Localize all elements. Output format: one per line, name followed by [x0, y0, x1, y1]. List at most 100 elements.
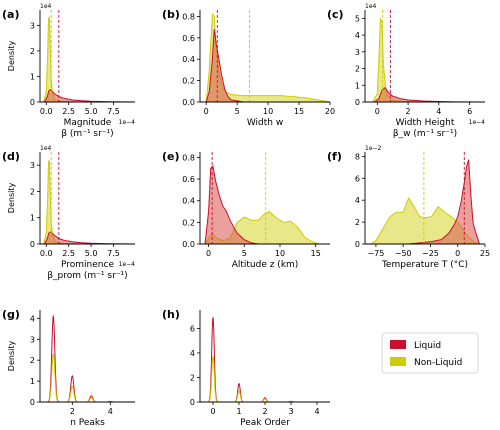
x-tick-label: 2 [70, 407, 75, 416]
nonliquid-density-fill [43, 16, 83, 102]
x-tick-label: 7.5 [107, 107, 120, 116]
nonliquid-density-line [200, 354, 330, 402]
x-tick-label: 5.0 [85, 249, 98, 258]
x-axis-multiplier: 1e−4 [119, 261, 136, 268]
x-tick-label: 7.5 [107, 249, 120, 258]
y-tick-label: 4 [355, 196, 360, 205]
x-tick-label: 0 [206, 249, 211, 258]
x-tick-label: 1 [236, 407, 241, 416]
x-tick-label: 0.0 [40, 107, 53, 116]
x-tick-label: 4 [314, 407, 319, 416]
y-tick-label: 0.6 [182, 175, 195, 184]
plot-area [372, 10, 485, 102]
x-tick-label: 15 [294, 107, 304, 116]
x-axis-multiplier: 1e−4 [119, 119, 136, 126]
x-tick-label: 0 [204, 107, 209, 116]
panel-f: −75 −50 −25 0 25 0 2 4 6 8 1e−2 Temperature T (°C) (… [327, 145, 490, 270]
x-tick-label: −50 [395, 249, 412, 258]
x-axis-multiplier: 1e−4 [469, 119, 486, 126]
y-tick-label: 0 [30, 240, 35, 249]
y-tick-label: 0 [355, 240, 360, 249]
y-tick-label: 0.0 [182, 240, 195, 249]
x-tick-label: 5.0 [85, 107, 98, 116]
y-tick-label: 2 [355, 65, 360, 74]
y-axis-multiplier: 1e−2 [365, 145, 382, 152]
y-tick-label: 4 [190, 349, 195, 358]
y-tick-label: 0.8 [182, 12, 195, 21]
y-axis-multiplier: 1e4 [40, 3, 52, 10]
y-tick-label: 0 [30, 98, 35, 107]
y-tick-label: 0.8 [182, 153, 195, 162]
y-tick-label: 1 [30, 214, 35, 223]
x-tick-label: 25 [480, 249, 490, 258]
y-tick-label: 0.6 [182, 34, 195, 43]
x-tick-label: −25 [422, 249, 439, 258]
x-tick-label: 0.0 [40, 249, 53, 258]
x-tick-label: 0 [375, 107, 380, 116]
y-tick-label: 4 [30, 314, 35, 323]
panel-label: (b) [162, 8, 180, 21]
x-tick-label: 15 [311, 249, 321, 258]
y-tick-label: 1 [30, 377, 35, 386]
y-axis-label: Density [7, 183, 16, 214]
liquid-density-line [44, 231, 135, 244]
x-tick-label: 10 [263, 107, 273, 116]
legend-swatch-liquid [390, 340, 406, 349]
panel-h: 0 1 2 3 4 0 2 4 6 Peak Order (h) [162, 308, 330, 428]
x-axis-label: n Peaks [70, 418, 105, 428]
panel-label: (a) [2, 8, 19, 21]
legend: Liquid Non-Liquid [381, 332, 479, 374]
liquid-density-line [408, 159, 481, 244]
y-tick-label: 0 [190, 398, 195, 407]
y-tick-label: 0.2 [182, 77, 195, 86]
panel-label: (h) [162, 308, 180, 321]
x-axis-label: Width w [247, 118, 283, 128]
y-tick-label: 4 [355, 31, 360, 40]
x-tick-label: 4 [436, 107, 441, 116]
plot-area [205, 10, 330, 102]
nonliquid-density-fill [43, 159, 83, 244]
y-tick-label: 1 [355, 81, 360, 90]
panel-b: 0 5 10 15 20 0.0 0.2 0.4 0.6 0.8 Width w (b) [162, 8, 335, 128]
y-tick-label: 2 [355, 218, 360, 227]
y-tick-label: 5 [355, 14, 360, 23]
liquid-density-fill [374, 87, 485, 102]
panel-label: (e) [162, 150, 180, 163]
nonliquid-density-line [40, 352, 135, 402]
x-axis-label: Width Height [396, 118, 455, 128]
y-axis-label: Density [7, 41, 16, 72]
y-tick-label: 6 [190, 324, 195, 333]
y-axis-label: Density [7, 341, 16, 372]
panel-label: (d) [2, 150, 20, 163]
y-tick-label: 0.4 [182, 197, 195, 206]
x-tick-label: 0 [210, 407, 215, 416]
y-tick-label: 8 [355, 152, 360, 161]
y-tick-label: 6 [355, 174, 360, 183]
x-axis-label: β_w (m⁻¹ sr⁻¹) [393, 129, 457, 139]
y-tick-label: 0 [30, 398, 35, 407]
plot-area [370, 152, 481, 244]
y-tick-label: 0.2 [182, 218, 195, 227]
liquid-density-fill [205, 166, 259, 244]
legend-swatch-nonliquid [390, 357, 406, 366]
panel-label: (c) [327, 8, 344, 21]
panel-d: 0.0 2.5 5.0 7.5 0 1 2 3 1e4 1e−4 Prominenceβ_prom … [2, 145, 135, 281]
y-tick-label: 3 [355, 48, 360, 57]
y-tick-label: 2 [190, 373, 195, 382]
x-axis-label: Prominence [61, 260, 114, 270]
plot-area [40, 314, 135, 402]
liquid-density-fill [408, 159, 480, 244]
liquid-density-line [44, 89, 135, 102]
x-tick-label: 2 [406, 107, 411, 116]
y-tick-label: 0.0 [182, 98, 195, 107]
panel-e: 0 5 10 15 0.0 0.2 0.4 0.6 0.8 Altitude z (km) (e) [162, 150, 330, 270]
panel-label: (g) [2, 308, 20, 321]
x-tick-label: 5 [242, 249, 247, 258]
x-axis-label: Temperature T (°C) [381, 260, 468, 270]
x-axis-label: β (m⁻¹ sr⁻¹) [61, 129, 113, 139]
x-tick-label: 2 [262, 407, 267, 416]
